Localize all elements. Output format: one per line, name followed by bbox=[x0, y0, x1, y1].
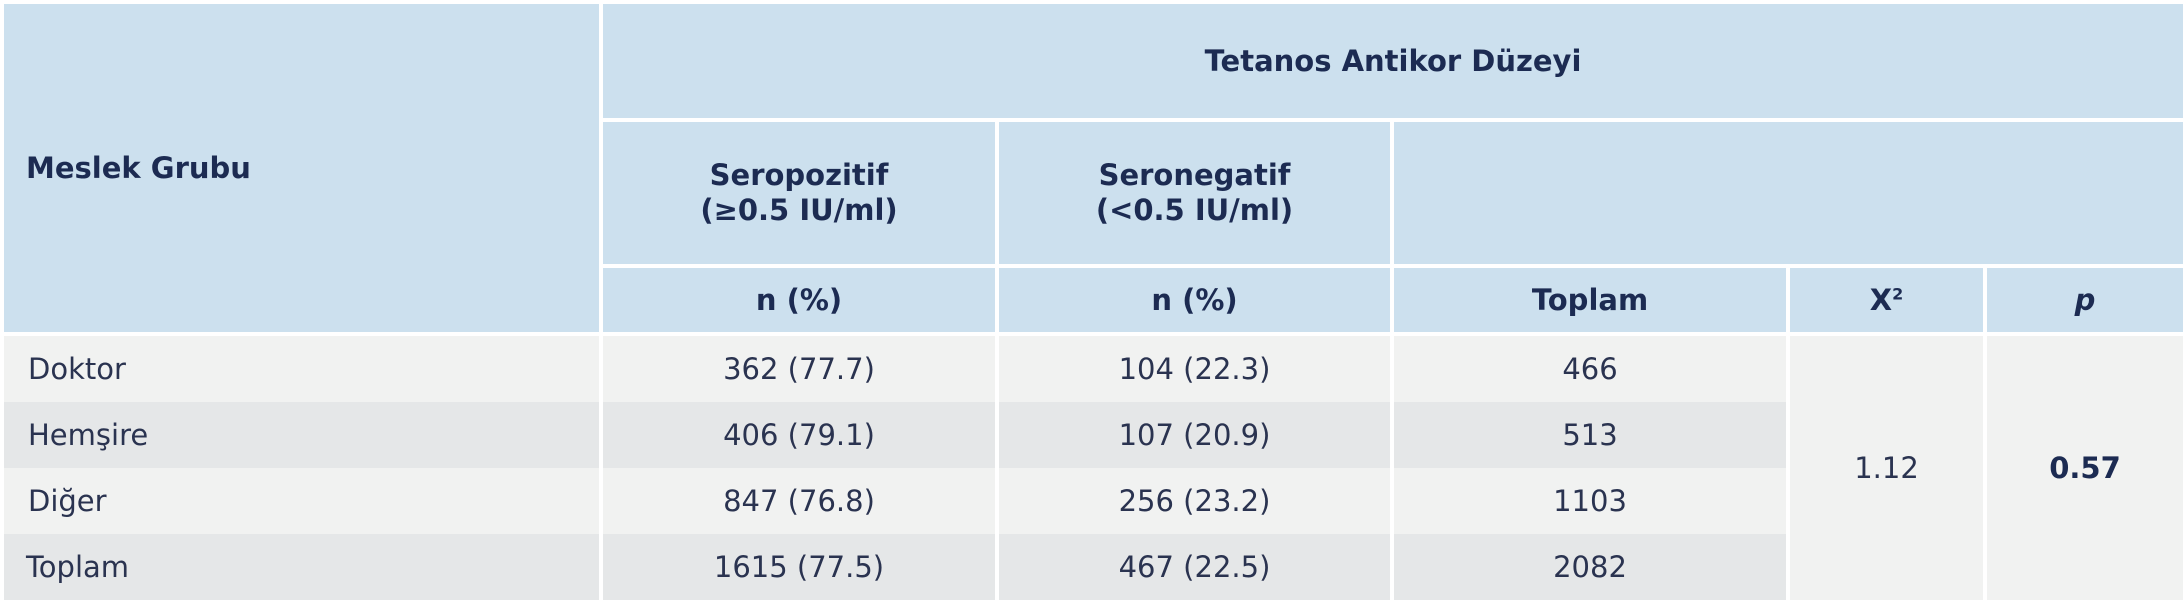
header-seronegative: Seronegatif (<0.5 IU/ml) bbox=[995, 118, 1394, 268]
header-seropositive-label: Seropozitif bbox=[709, 158, 889, 193]
header-total: Toplam bbox=[1390, 264, 1790, 336]
row-seronegative: 107 (20.9) bbox=[995, 402, 1394, 468]
table-row: Doktor 362 (77.7) 104 (22.3) 466 1.12 0.… bbox=[0, 334, 2183, 600]
row-group: Diğer bbox=[0, 468, 603, 534]
row-seropositive: 847 (76.8) bbox=[599, 468, 999, 534]
p-value: 0.57 bbox=[1982, 334, 2183, 600]
row-seropositive: 362 (77.7) bbox=[599, 334, 999, 402]
row-seronegative: 467 (22.5) bbox=[995, 534, 1394, 600]
chi-superscript: 2 bbox=[1892, 283, 1904, 303]
row-seronegative: 104 (22.3) bbox=[995, 334, 1394, 402]
table-row: Diğer 847 (76.8) 256 (23.2) 1103 bbox=[0, 468, 2183, 534]
row-total: 513 bbox=[1390, 402, 1790, 468]
chi-square-value: 1.12 bbox=[1786, 334, 1987, 600]
header-p: p bbox=[1982, 264, 2183, 336]
header-antibody-level: Tetanos Antikor Düzeyi bbox=[598, 0, 2183, 122]
header-occupation-group: Meslek Grubu bbox=[0, 0, 603, 336]
row-total: 1103 bbox=[1390, 468, 1790, 534]
header-seronegative-range: (<0.5 IU/ml) bbox=[1095, 193, 1294, 227]
row-group: Hemşire bbox=[0, 402, 603, 468]
header-seronegative-label: Seronegatif bbox=[1098, 158, 1291, 193]
header-n-pct-negative: n (%) bbox=[995, 264, 1394, 336]
row-seropositive: 1615 (77.5) bbox=[599, 534, 999, 600]
chi-symbol: X bbox=[1869, 282, 1893, 317]
row-seronegative: 256 (23.2) bbox=[995, 468, 1394, 534]
row-group: Doktor bbox=[0, 334, 603, 402]
header-n-pct-positive: n (%) bbox=[599, 264, 999, 336]
header-seropositive: Seropozitif (≥0.5 IU/ml) bbox=[599, 118, 999, 268]
row-total: 2082 bbox=[1390, 534, 1790, 600]
header-seropositive-range: (≥0.5 IU/ml) bbox=[700, 193, 898, 227]
table-row: Toplam 1615 (77.5) 467 (22.5) 2082 bbox=[0, 534, 2183, 600]
header-empty-cell bbox=[1389, 118, 2183, 268]
header-chi-square: X2 bbox=[1786, 264, 1987, 336]
row-total: 466 bbox=[1390, 334, 1790, 402]
row-seropositive: 406 (79.1) bbox=[599, 402, 999, 468]
row-group: Toplam bbox=[0, 534, 603, 600]
table-row: Hemşire 406 (79.1) 107 (20.9) 513 bbox=[0, 402, 2183, 468]
